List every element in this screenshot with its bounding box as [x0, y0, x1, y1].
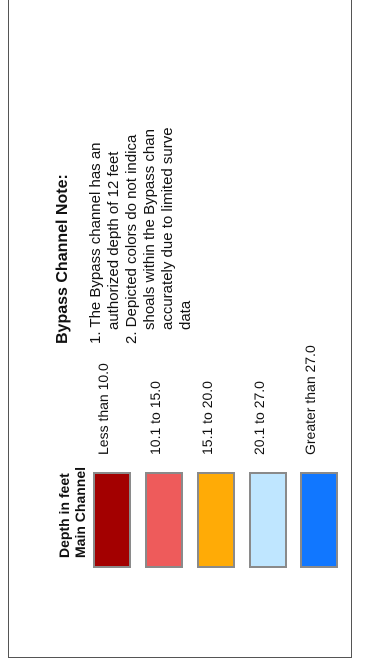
- depth-range-label: Less than 10.0: [95, 363, 111, 455]
- depth-swatch: [197, 472, 235, 568]
- depth-range-row: 15.1 to 20.0: [197, 308, 235, 568]
- depth-range-row: Greater than 27.0: [300, 308, 338, 568]
- depth-swatch: [249, 472, 287, 568]
- depth-range-label: Greater than 27.0: [302, 345, 318, 455]
- depth-swatch: [145, 472, 183, 568]
- bypass-note-line: data: [177, 300, 194, 330]
- depth-legend-title: Depth in feet: [56, 473, 72, 558]
- bypass-note-line: 1. The Bypass channel has an: [87, 142, 104, 344]
- depth-range-label: 10.1 to 15.0: [147, 381, 163, 455]
- bypass-note-line: accurately due to limited surve: [159, 127, 176, 330]
- main-channel-subtitle: Main Channel: [72, 466, 88, 558]
- depth-swatch: [93, 472, 131, 568]
- bypass-note-line: 2. Depicted colors do not indica: [123, 134, 140, 344]
- depth-range-row: 20.1 to 27.0: [249, 308, 287, 568]
- bypass-note-line: shoals within the Bypass chan: [141, 129, 158, 330]
- bypass-note-title: Bypass Channel Note:: [54, 174, 71, 344]
- depth-range-row: 10.1 to 15.0: [145, 308, 183, 568]
- depth-range-row: Less than 10.0: [93, 308, 131, 568]
- bypass-note-line: authorized depth of 12 feet: [105, 151, 122, 330]
- depth-range-label: 15.1 to 20.0: [199, 381, 215, 455]
- depth-range-label: 20.1 to 27.0: [251, 381, 267, 455]
- depth-swatch: [300, 472, 338, 568]
